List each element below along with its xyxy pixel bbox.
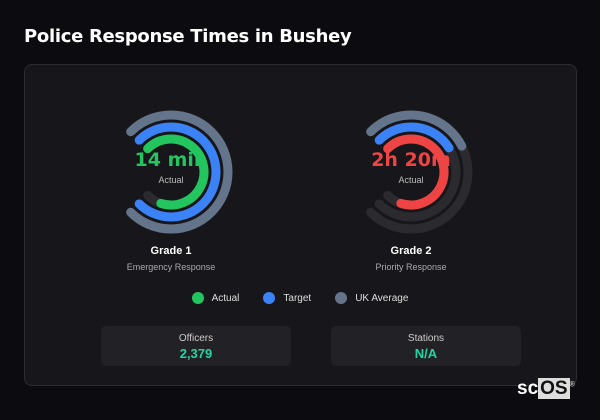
grade2-target-arc bbox=[374, 122, 454, 153]
grade2-value: 2h 20m bbox=[371, 149, 451, 171]
grade2-actual-arc bbox=[383, 134, 449, 210]
stat-officers: Officers 2,379 bbox=[101, 326, 291, 366]
grade1-value: 14 min bbox=[134, 149, 208, 171]
stat-stations: Stations N/A bbox=[331, 326, 521, 366]
legend-dot-icon bbox=[191, 292, 204, 304]
legend-label: Target bbox=[283, 292, 312, 304]
page-title: Police Response Times in Bushey bbox=[24, 26, 352, 47]
grade1-actual-arc bbox=[143, 134, 209, 210]
stat-value: N/A bbox=[414, 346, 438, 361]
grade1-uk-average-arc bbox=[126, 110, 233, 234]
legend-item-uk-average: UK Average bbox=[335, 292, 408, 304]
grade1-target-arc bbox=[134, 122, 221, 222]
stat-value: 2,379 bbox=[179, 346, 213, 361]
stat-label: Stations bbox=[407, 333, 445, 344]
scos-logo: sc OS ® bbox=[517, 378, 575, 399]
grade1-description: Emergency Response bbox=[126, 262, 216, 272]
legend-dot-icon bbox=[335, 292, 348, 304]
legend-label: UK Average bbox=[355, 292, 409, 304]
grade2-name: Grade 2 bbox=[390, 245, 432, 257]
grade1-center-label: Actual bbox=[158, 175, 184, 185]
stat-label: Officers bbox=[178, 333, 214, 344]
legend-dot-icon bbox=[263, 292, 276, 304]
legend-item-actual: Actual bbox=[191, 292, 240, 304]
grade2-center-label: Actual bbox=[398, 175, 424, 185]
grade2-uk-average-arc bbox=[366, 110, 467, 151]
legend-label: Actual bbox=[211, 292, 240, 304]
legend-item-target: Target bbox=[263, 292, 311, 304]
legend: Actual Target UK Average bbox=[0, 292, 600, 304]
grade2-description: Priority Response bbox=[375, 262, 447, 272]
grade1-name: Grade 1 bbox=[150, 245, 192, 257]
